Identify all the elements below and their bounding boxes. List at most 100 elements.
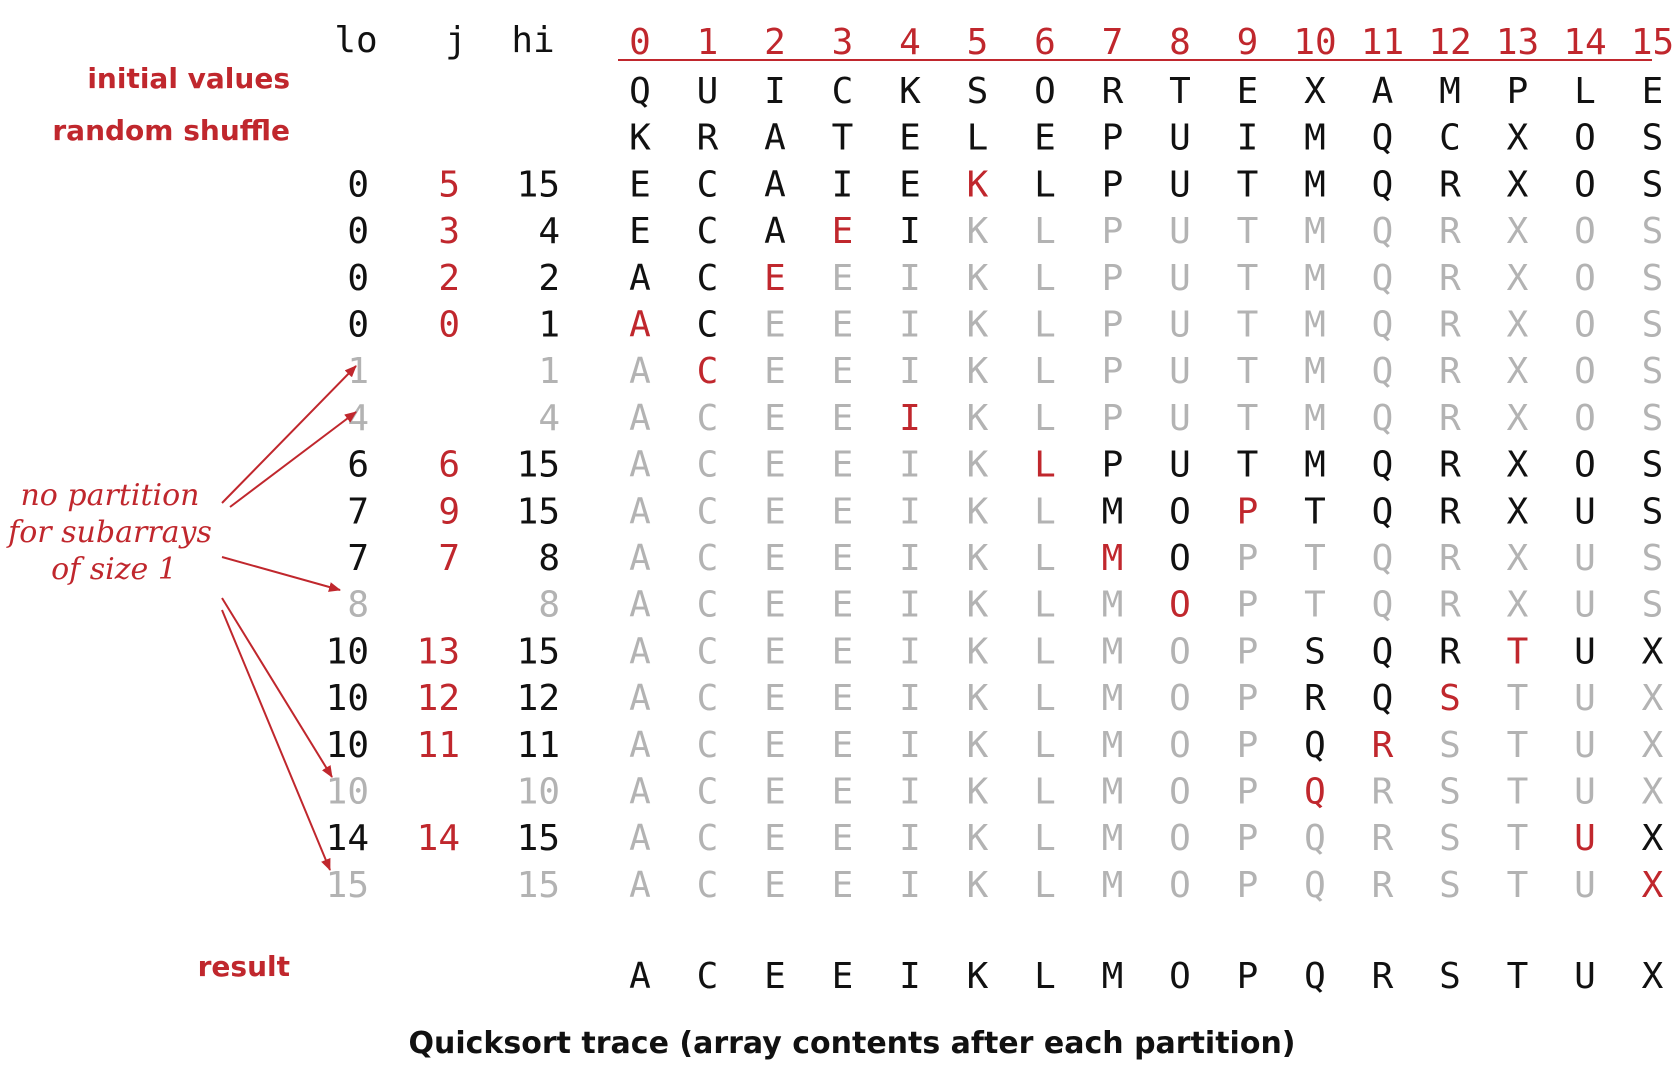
array-cell: P bbox=[1237, 631, 1259, 672]
array-cell: I bbox=[899, 351, 921, 392]
array-cell: L bbox=[1034, 725, 1056, 766]
array-cell: R bbox=[1439, 164, 1461, 205]
array-cell: O bbox=[1169, 538, 1191, 579]
array-cell: O bbox=[1574, 445, 1596, 486]
index-label: 1 bbox=[697, 22, 719, 63]
array-cell: P bbox=[1237, 678, 1259, 719]
array-cell: K bbox=[967, 678, 989, 719]
array-cell: T bbox=[1237, 445, 1259, 486]
array-cell: M bbox=[1102, 585, 1124, 626]
array-cell: T bbox=[1507, 678, 1529, 719]
array-cell: E bbox=[764, 631, 786, 672]
trace-row: 10 12 12 A C E E I K L M O P R Q S T U X bbox=[326, 678, 1664, 719]
array-cell: L bbox=[1034, 258, 1056, 299]
array-cell: I bbox=[899, 631, 921, 672]
array-cell: M bbox=[1102, 818, 1124, 859]
index-label: 14 bbox=[1563, 22, 1606, 63]
annotation-line-1: no partition bbox=[20, 478, 199, 513]
trace-row: 15 15 A C E E I K L M O P Q R S T U X bbox=[326, 865, 1664, 906]
array-cell: T bbox=[1304, 538, 1326, 579]
j-value: 5 bbox=[438, 164, 460, 205]
index-label: 9 bbox=[1237, 22, 1259, 63]
array-cell: C bbox=[697, 491, 719, 532]
array-cell: E bbox=[764, 865, 786, 906]
array-cell: Q bbox=[1372, 678, 1394, 719]
array-cell: O bbox=[1169, 818, 1191, 859]
array-cell: U bbox=[1169, 118, 1191, 159]
annotation-arrow bbox=[221, 609, 331, 871]
index-label: 8 bbox=[1169, 22, 1191, 63]
array-cell: P bbox=[1102, 258, 1124, 299]
array-cell: S bbox=[1642, 118, 1664, 159]
array-cell: Q bbox=[1372, 445, 1394, 486]
array-cell: M bbox=[1304, 258, 1326, 299]
array-cell: R bbox=[1439, 631, 1461, 672]
array-cell: M bbox=[1102, 491, 1124, 532]
array-cell: U bbox=[1169, 351, 1191, 392]
array-cell: T bbox=[1507, 725, 1529, 766]
array-cell: C bbox=[697, 725, 719, 766]
array-cell: T bbox=[1169, 71, 1191, 112]
hi-header: hi bbox=[511, 20, 554, 61]
array-cell: E bbox=[832, 678, 854, 719]
array-cell: Q bbox=[1372, 305, 1394, 346]
array-cell: M bbox=[1439, 71, 1461, 112]
array-cell: T bbox=[1237, 398, 1259, 439]
array-cell: R bbox=[1304, 678, 1326, 719]
result-cell: C bbox=[697, 956, 719, 997]
array-cell: S bbox=[967, 71, 989, 112]
row-label-group: initial values random shuffle result bbox=[52, 62, 290, 983]
array-cell: O bbox=[1574, 211, 1596, 252]
array-cell: L bbox=[1034, 585, 1056, 626]
lo-value: 7 bbox=[347, 491, 369, 532]
result-cell: K bbox=[967, 956, 989, 997]
array-cell: X bbox=[1507, 118, 1529, 159]
array-cell: S bbox=[1439, 818, 1461, 859]
result-cell: A bbox=[629, 956, 651, 997]
array-cell: X bbox=[1642, 772, 1664, 813]
array-cell: U bbox=[1574, 631, 1596, 672]
array-cell: X bbox=[1304, 71, 1326, 112]
array-cell: C bbox=[697, 585, 719, 626]
hi-value: 15 bbox=[517, 631, 560, 672]
array-cell: Q bbox=[1304, 818, 1326, 859]
hi-value: 11 bbox=[517, 725, 560, 766]
array-cell: P bbox=[1237, 772, 1259, 813]
array-cell: R bbox=[1372, 725, 1394, 766]
array-cell: A bbox=[629, 818, 651, 859]
array-cell: C bbox=[697, 164, 719, 205]
array-cell: E bbox=[764, 445, 786, 486]
hi-value: 4 bbox=[538, 398, 560, 439]
array-cell: X bbox=[1507, 305, 1529, 346]
lo-value: 8 bbox=[347, 585, 369, 626]
array-cell: I bbox=[899, 305, 921, 346]
array-cell: K bbox=[967, 631, 989, 672]
lo-value: 0 bbox=[347, 164, 369, 205]
array-cell: X bbox=[1507, 351, 1529, 392]
result-cell: U bbox=[1574, 956, 1596, 997]
array-cell: R bbox=[1439, 258, 1461, 299]
array-cell: S bbox=[1439, 772, 1461, 813]
j-value: 2 bbox=[438, 258, 460, 299]
random-shuffle-label: random shuffle bbox=[52, 114, 290, 147]
array-cell: T bbox=[1237, 305, 1259, 346]
array-cell: K bbox=[967, 491, 989, 532]
index-label: 4 bbox=[899, 22, 921, 63]
array-cell: S bbox=[1642, 305, 1664, 346]
array-cell: M bbox=[1102, 538, 1124, 579]
array-cell: K bbox=[967, 865, 989, 906]
trace-row: 0 2 2 A C E E I K L P U T M Q R X O S bbox=[347, 258, 1663, 299]
result-cell: M bbox=[1102, 956, 1124, 997]
array-cell: E bbox=[764, 678, 786, 719]
array-cell: E bbox=[832, 211, 854, 252]
array-cell: L bbox=[1034, 865, 1056, 906]
array-cell: E bbox=[764, 585, 786, 626]
hi-value: 4 bbox=[538, 211, 560, 252]
array-cell: S bbox=[1642, 538, 1664, 579]
array-cell: K bbox=[629, 118, 651, 159]
index-label: 6 bbox=[1034, 22, 1056, 63]
hi-value: 10 bbox=[517, 772, 560, 813]
hi-value: 15 bbox=[517, 491, 560, 532]
array-cell: C bbox=[697, 865, 719, 906]
